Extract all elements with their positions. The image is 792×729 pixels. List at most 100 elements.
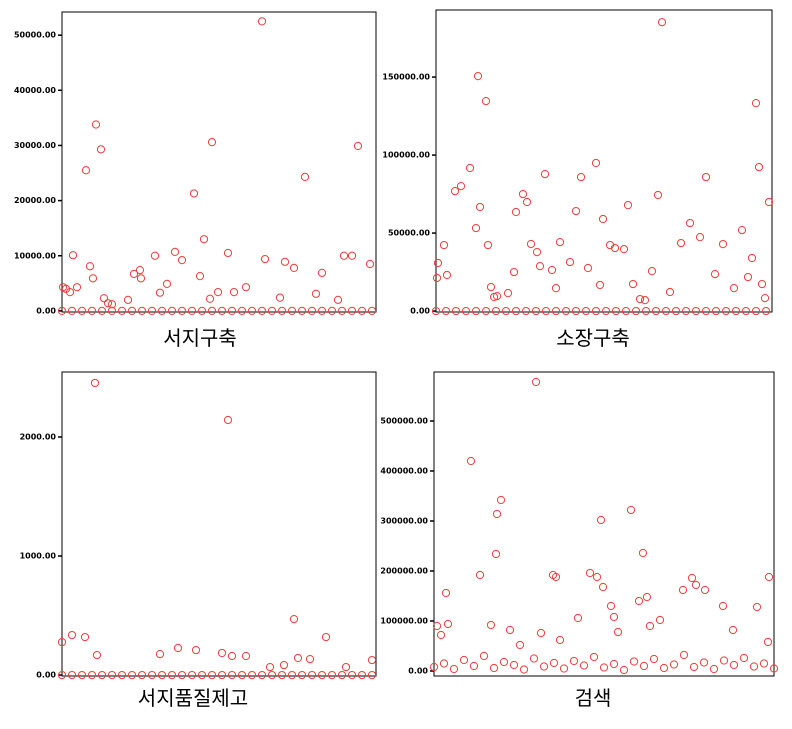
point (347, 251, 357, 260)
point (598, 214, 608, 224)
point (280, 257, 290, 266)
point (99, 294, 109, 303)
chart-title: 검색 (575, 686, 612, 710)
point (321, 632, 331, 642)
point (709, 664, 719, 674)
point (137, 306, 147, 315)
point (598, 582, 608, 592)
point (441, 588, 451, 598)
plot-frame (433, 371, 775, 677)
point (579, 661, 589, 670)
point (87, 306, 97, 315)
point (721, 306, 731, 316)
point (347, 670, 357, 680)
point (701, 306, 711, 316)
point (300, 172, 310, 181)
point (687, 573, 697, 583)
point (645, 621, 655, 631)
point (641, 306, 651, 316)
point (728, 625, 738, 635)
point (757, 279, 767, 289)
y-tick-label: 1000.00 (20, 552, 57, 561)
point (357, 306, 367, 315)
point (481, 96, 491, 106)
point (509, 660, 519, 670)
point (177, 256, 187, 265)
point (522, 197, 532, 207)
point (599, 663, 609, 672)
point (155, 288, 165, 297)
point (450, 187, 460, 196)
y-tick-label: 300000.00 (380, 517, 428, 526)
point (606, 601, 616, 611)
point (337, 670, 347, 680)
y-tick-label: 20000.00 (14, 196, 56, 205)
point (496, 495, 506, 505)
point (85, 262, 95, 271)
point (436, 630, 446, 640)
point (57, 670, 67, 680)
point (107, 306, 117, 315)
point (741, 306, 751, 316)
point (237, 306, 247, 315)
point (678, 585, 688, 595)
point (297, 670, 307, 680)
point (317, 306, 327, 315)
point (699, 658, 709, 667)
point (555, 238, 565, 247)
point (72, 283, 82, 292)
point (711, 306, 721, 316)
point (279, 660, 289, 670)
point (642, 592, 652, 602)
point (747, 253, 757, 263)
point (601, 306, 611, 316)
point (96, 145, 106, 154)
y-tick-label: 200000.00 (380, 567, 428, 576)
point (501, 306, 511, 316)
point (123, 295, 133, 304)
point (207, 306, 217, 315)
point (136, 274, 146, 283)
point (441, 306, 451, 316)
point (205, 294, 215, 303)
point (689, 662, 699, 672)
point (67, 630, 77, 640)
point (681, 306, 691, 316)
y-tick-label: 500000.00 (380, 417, 428, 426)
point (700, 585, 710, 595)
point (275, 293, 285, 302)
point (613, 627, 623, 637)
point (241, 283, 251, 292)
point (695, 233, 705, 242)
point (492, 509, 502, 519)
point (77, 306, 87, 315)
point (640, 296, 650, 305)
point (547, 265, 557, 275)
y-tick-label: 400000.00 (380, 467, 428, 476)
point (739, 653, 749, 663)
point (439, 240, 449, 250)
point (509, 267, 519, 277)
point (88, 274, 98, 283)
point (659, 663, 669, 673)
point (257, 670, 267, 680)
point (483, 240, 493, 250)
point (466, 456, 476, 466)
point (691, 580, 701, 590)
point (341, 662, 351, 672)
point (147, 670, 157, 680)
point (638, 548, 648, 558)
point (518, 189, 528, 199)
point (629, 657, 639, 666)
point (157, 306, 167, 315)
y-tick-label: 2000.00 (20, 432, 57, 441)
point (596, 515, 606, 525)
point (619, 245, 629, 254)
point (519, 665, 529, 674)
point (626, 505, 636, 515)
point (691, 306, 701, 316)
point (761, 306, 771, 316)
point (551, 306, 561, 316)
point (676, 238, 686, 248)
